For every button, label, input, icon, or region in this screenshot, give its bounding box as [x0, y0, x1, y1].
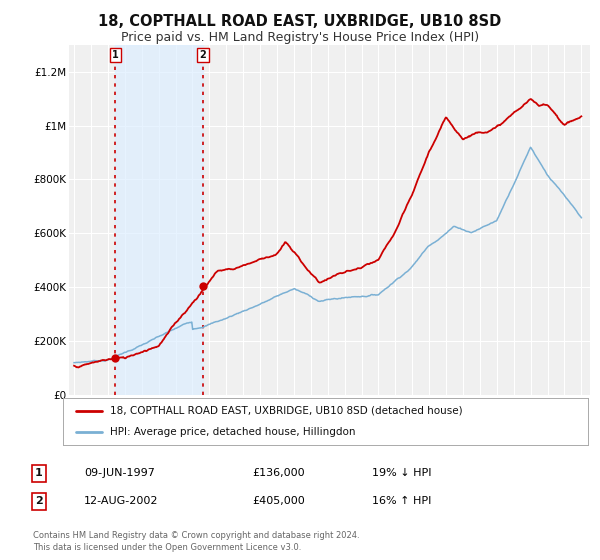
Text: 1: 1 — [112, 50, 119, 60]
Text: 18, COPTHALL ROAD EAST, UXBRIDGE, UB10 8SD (detached house): 18, COPTHALL ROAD EAST, UXBRIDGE, UB10 8… — [110, 406, 463, 416]
Text: £136,000: £136,000 — [252, 468, 305, 478]
Text: 1: 1 — [35, 468, 43, 478]
Text: 16% ↑ HPI: 16% ↑ HPI — [372, 496, 431, 506]
Text: Contains HM Land Registry data © Crown copyright and database right 2024.
This d: Contains HM Land Registry data © Crown c… — [33, 531, 359, 552]
Text: 12-AUG-2002: 12-AUG-2002 — [84, 496, 158, 506]
Text: Price paid vs. HM Land Registry's House Price Index (HPI): Price paid vs. HM Land Registry's House … — [121, 31, 479, 44]
Text: 19% ↓ HPI: 19% ↓ HPI — [372, 468, 431, 478]
Text: 2: 2 — [35, 496, 43, 506]
Text: £405,000: £405,000 — [252, 496, 305, 506]
Text: 09-JUN-1997: 09-JUN-1997 — [84, 468, 155, 478]
Text: HPI: Average price, detached house, Hillingdon: HPI: Average price, detached house, Hill… — [110, 427, 356, 437]
Text: 18, COPTHALL ROAD EAST, UXBRIDGE, UB10 8SD: 18, COPTHALL ROAD EAST, UXBRIDGE, UB10 8… — [98, 14, 502, 29]
Text: 2: 2 — [200, 50, 206, 60]
Bar — [115, 45, 203, 395]
